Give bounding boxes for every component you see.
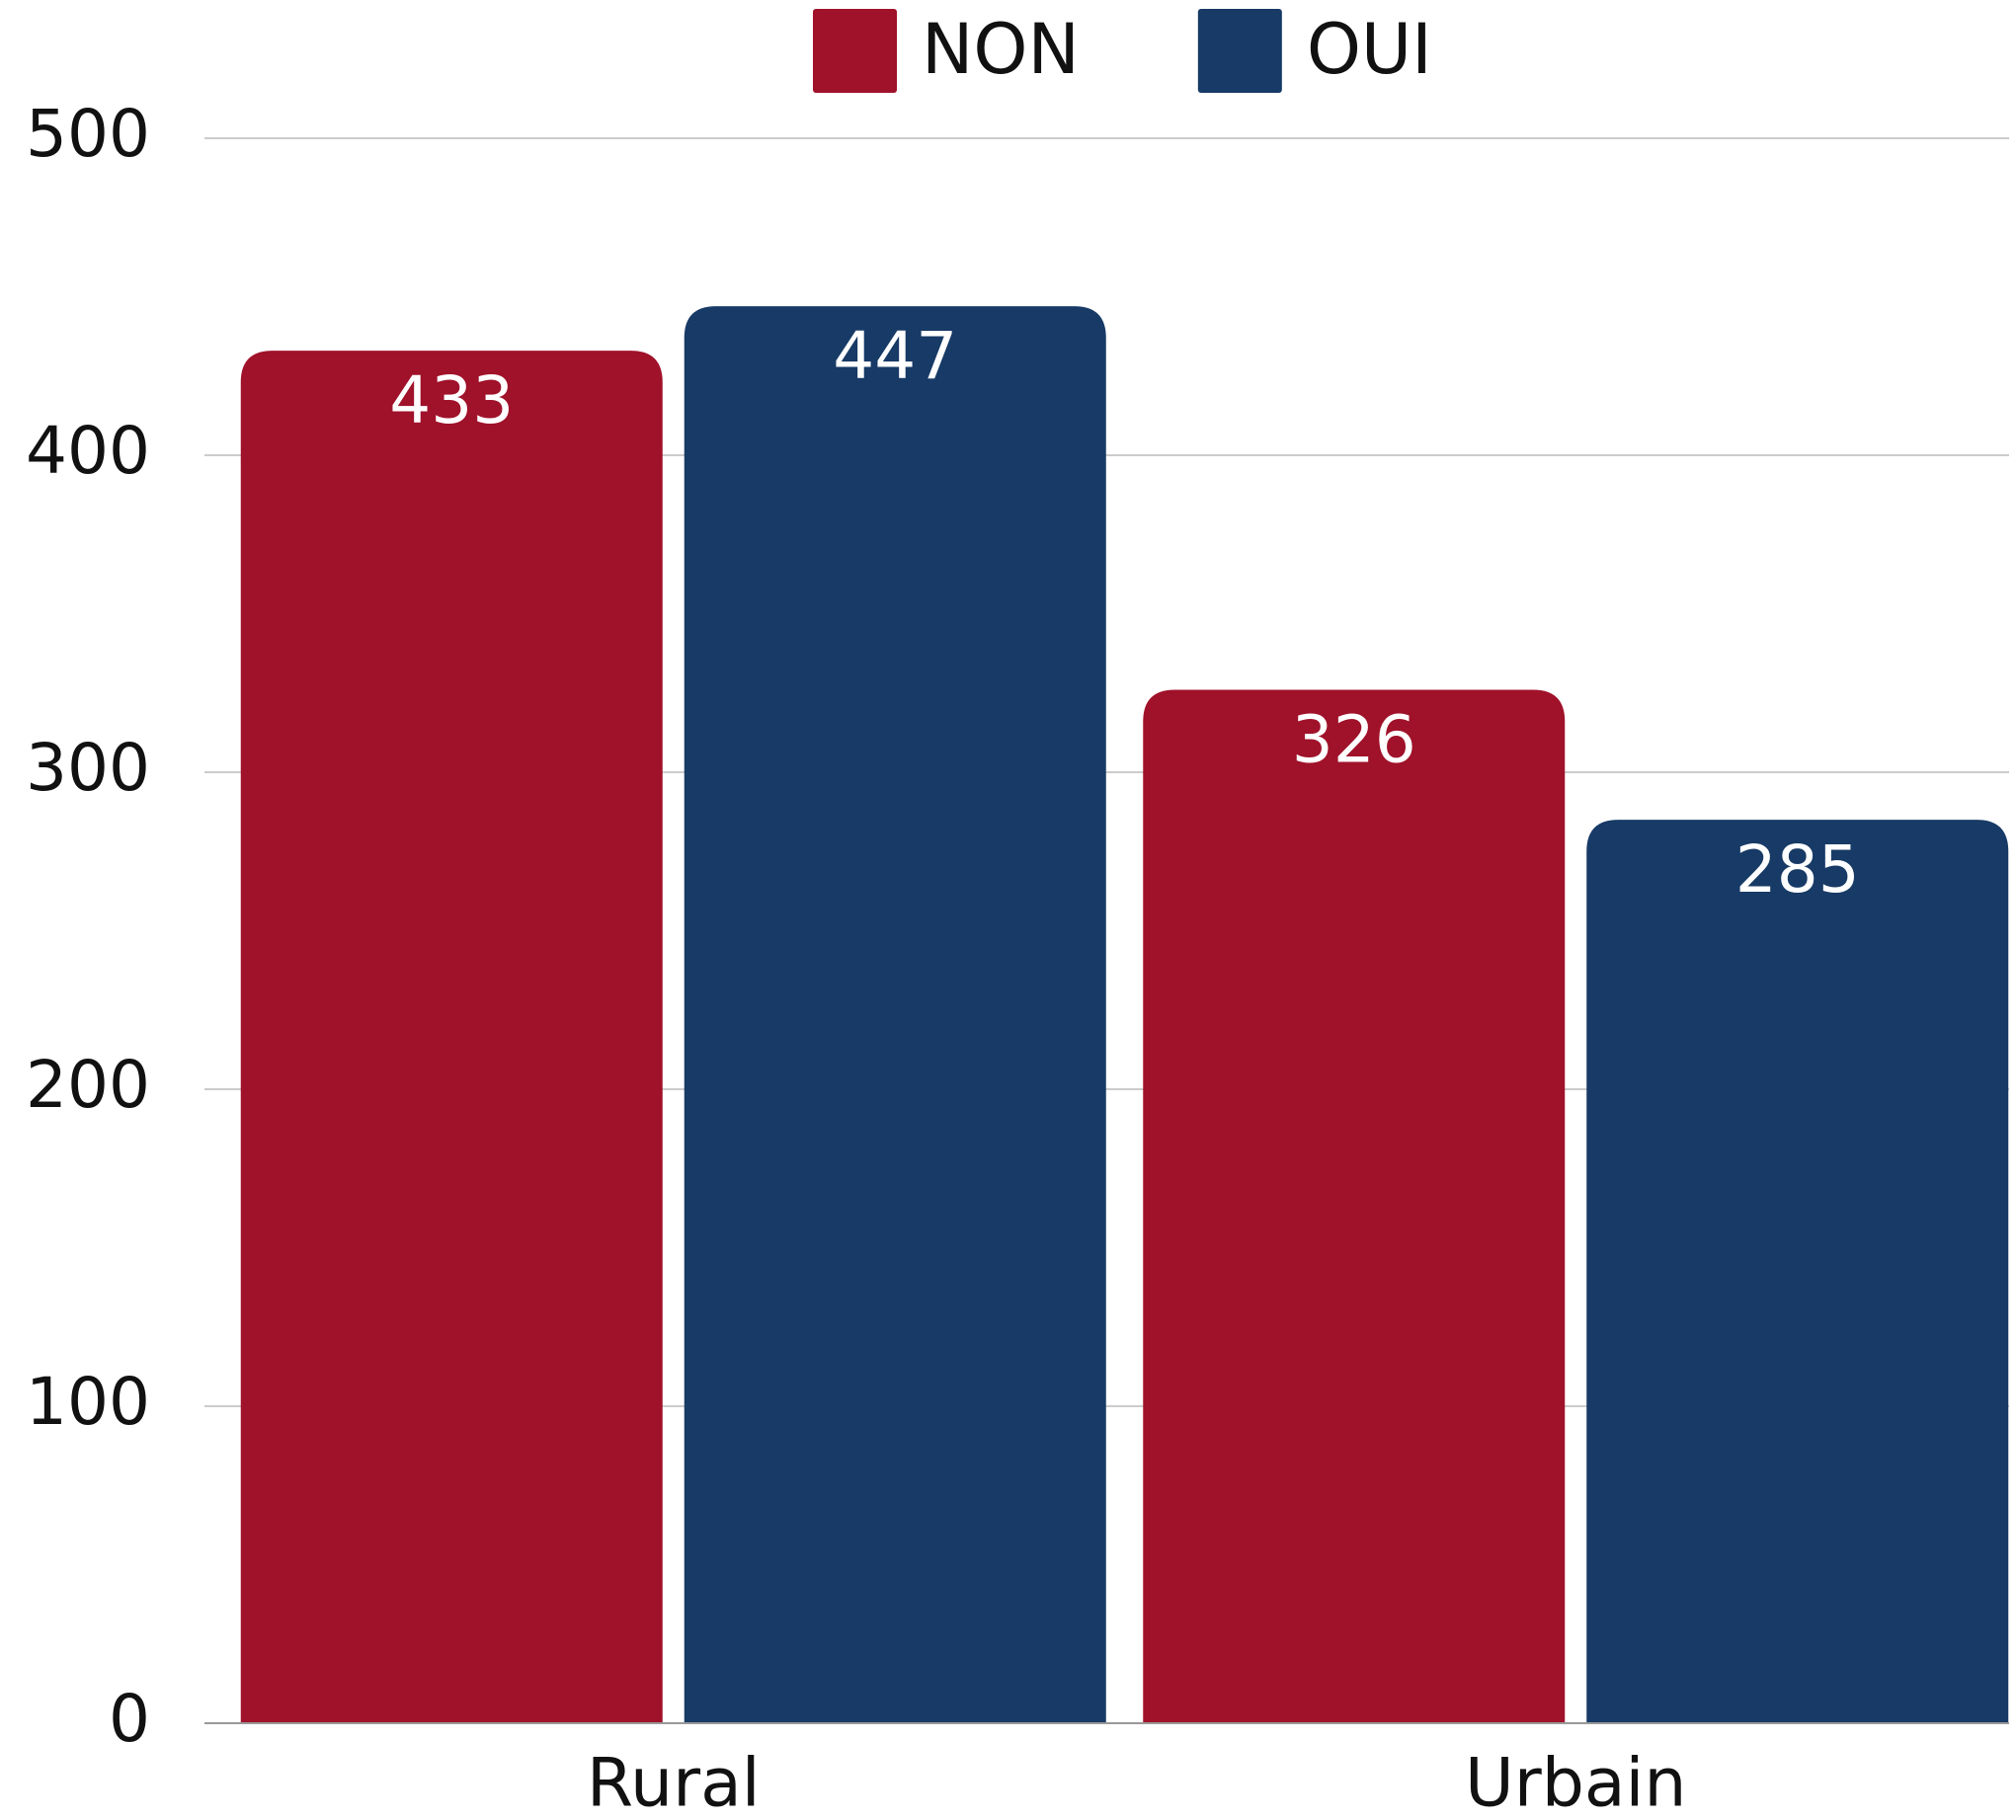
y-tick-label: 200 xyxy=(26,1047,150,1123)
y-tick-label: 100 xyxy=(26,1364,150,1440)
data-label: 433 xyxy=(389,362,514,438)
bar xyxy=(1586,820,2009,1723)
y-tick-label: 400 xyxy=(26,413,150,489)
legend-swatch xyxy=(1197,9,1282,93)
data-label: 285 xyxy=(1735,831,1860,908)
data-label: 447 xyxy=(833,318,957,394)
bar xyxy=(684,306,1106,1723)
bar xyxy=(240,351,663,1723)
y-tick-label: 500 xyxy=(26,96,150,172)
legend-label: OUI xyxy=(1307,9,1432,90)
x-tick-label: Rural xyxy=(587,1745,761,1820)
legend-label: NON xyxy=(922,9,1080,90)
data-label: 326 xyxy=(1292,702,1416,778)
y-tick-label: 0 xyxy=(109,1681,150,1757)
y-tick-label: 300 xyxy=(26,730,150,806)
bar xyxy=(1143,689,1566,1723)
x-tick-label: Urbain xyxy=(1465,1745,1687,1820)
legend-swatch xyxy=(813,9,897,93)
